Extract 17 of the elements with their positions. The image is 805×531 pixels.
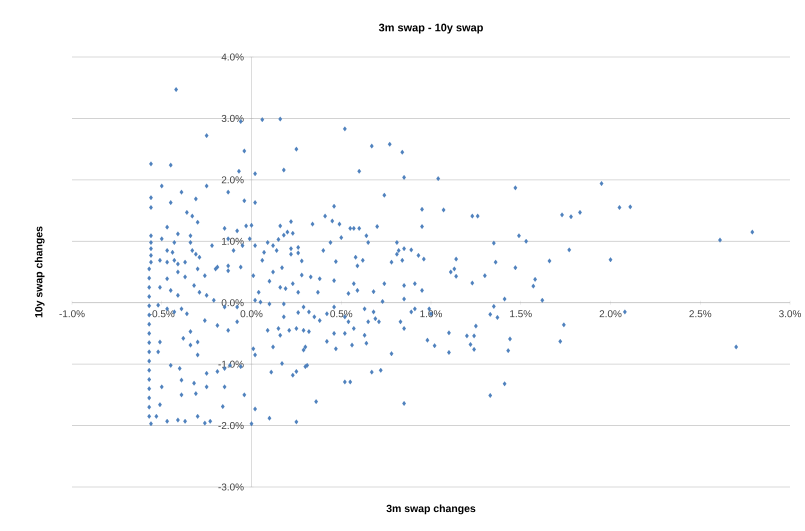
y-tick-label: 4.0%: [222, 53, 244, 61]
y-tick-label: 3.0%: [222, 114, 244, 122]
y-tick-label: -2.0%: [218, 422, 244, 430]
x-tick-label: 2.0%: [600, 310, 622, 318]
x-tick-label: 2.5%: [689, 310, 712, 318]
y-tick-label: 1.0%: [222, 238, 244, 245]
x-tick-label: 1.5%: [510, 310, 532, 318]
y-axis-title: 10y swap changes: [34, 226, 45, 318]
x-tick-label: 3.0%: [779, 310, 802, 318]
y-tick-label: 0.0%: [222, 299, 244, 306]
x-axis-title: 3m swap changes: [386, 504, 476, 514]
chart-title: 3m swap - 10y swap: [378, 24, 483, 34]
y-tick-label: 2.0%: [222, 176, 244, 184]
x-tick-label: -1.0%: [59, 310, 85, 318]
y-tick-label: -3.0%: [218, 483, 244, 491]
x-tick-label: 0.5%: [330, 310, 352, 318]
x-tick-label: 0.0%: [240, 310, 263, 318]
